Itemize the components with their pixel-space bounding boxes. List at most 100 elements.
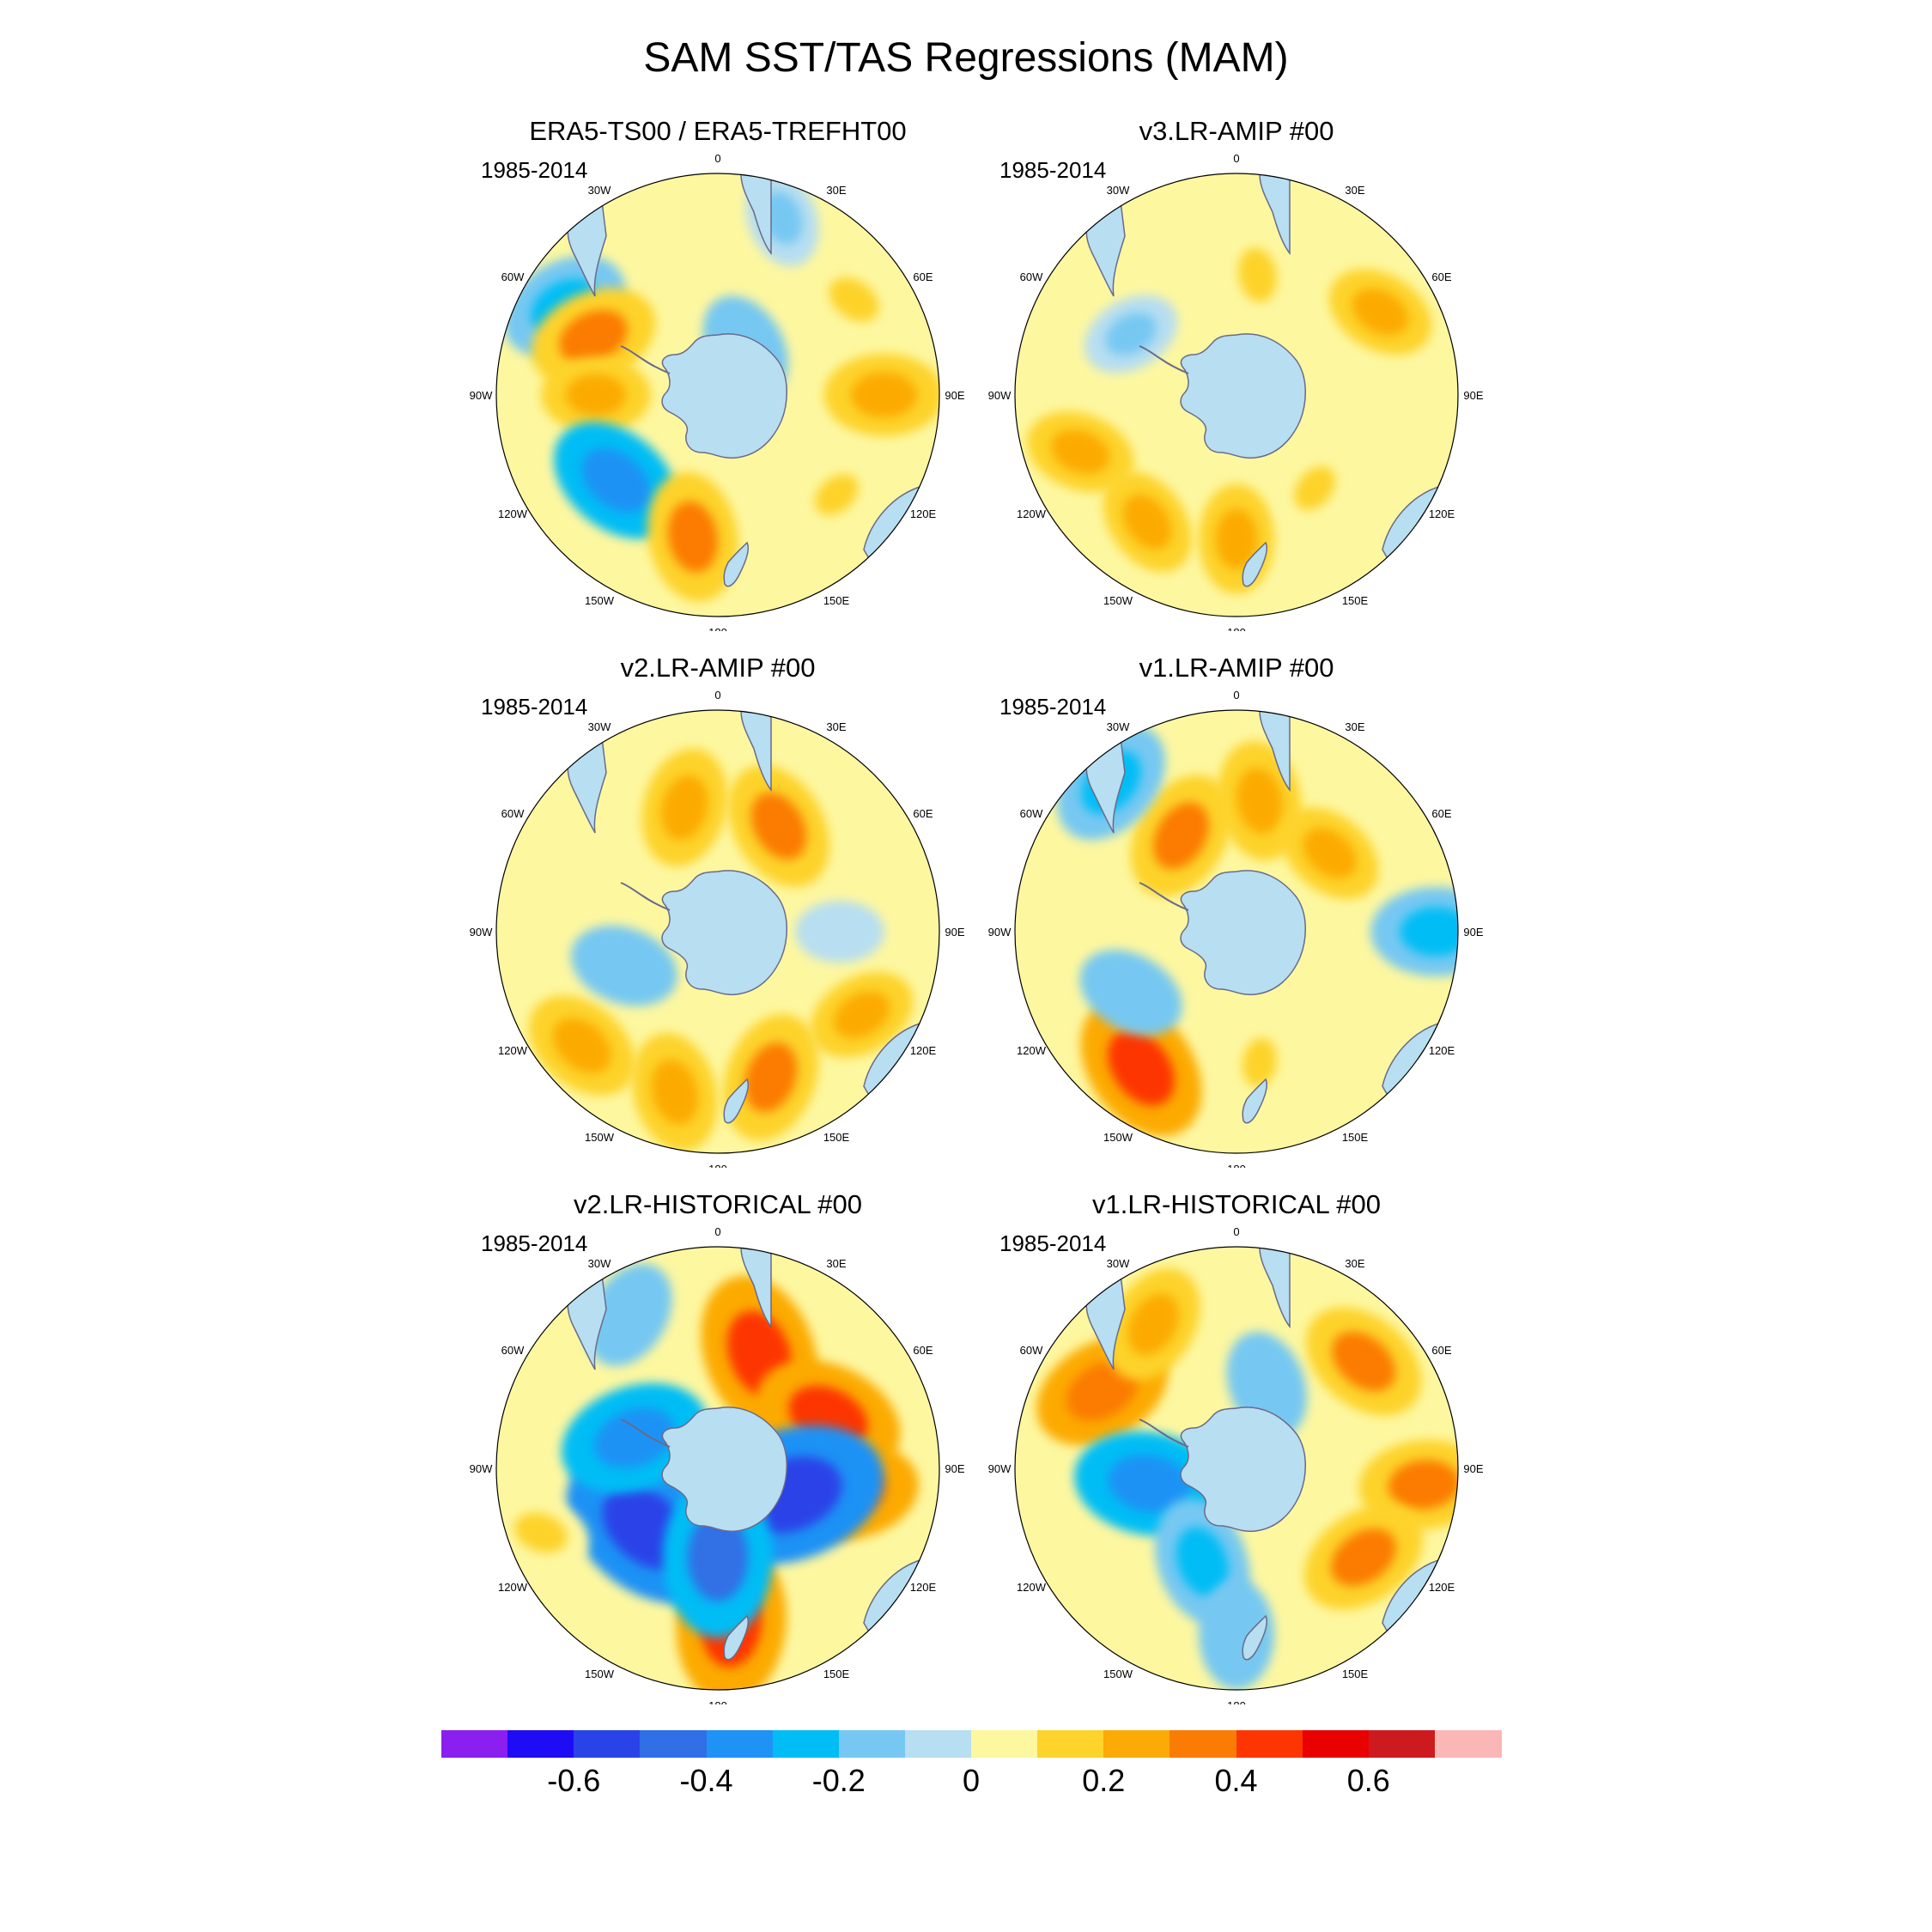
map-border <box>1014 1246 1459 1691</box>
longitude-label: 90E <box>945 1462 964 1475</box>
longitude-label: 90W <box>988 389 1012 402</box>
longitude-label: 30W <box>1107 1257 1130 1270</box>
longitude-label: 150E <box>1342 594 1369 607</box>
longitude-label: 60W <box>1020 270 1043 283</box>
peninsula-coastline <box>620 882 671 911</box>
new-zealand-coastline <box>723 1078 750 1124</box>
longitude-label: 60E <box>1431 1344 1451 1357</box>
anomaly-core <box>1108 1455 1191 1513</box>
longitude-label: 120E <box>910 507 937 520</box>
longitude-label: 90E <box>945 926 964 939</box>
colorbar-tick-label: -0.2 <box>811 1763 866 1798</box>
map-border <box>495 173 940 617</box>
longitude-label: 30E <box>1345 1257 1364 1270</box>
longitude-label: 30E <box>826 720 846 733</box>
anomaly-core <box>594 943 653 988</box>
longitude-label: 0 <box>714 1225 720 1238</box>
longitude-label: 30W <box>588 1257 611 1270</box>
anomaly-core <box>1153 802 1209 870</box>
longitude-label: 180 <box>708 1163 727 1168</box>
anomaly-core <box>829 277 879 322</box>
longitude-label: 180 <box>1227 1163 1246 1168</box>
anomaly-core <box>1400 907 1458 957</box>
longitude-label: 0 <box>714 689 720 702</box>
anomaly-core <box>667 501 718 573</box>
anomaly-core <box>565 374 627 416</box>
anomaly-core <box>1215 508 1258 569</box>
longitude-label: 90E <box>1463 389 1483 402</box>
longitude-label: 60E <box>1431 807 1451 820</box>
map-border <box>1014 709 1459 1154</box>
anomaly-core <box>687 1512 749 1601</box>
anomaly-core <box>1103 969 1159 1017</box>
longitude-label: 0 <box>1233 1225 1239 1238</box>
colorbar-segment <box>574 1730 641 1758</box>
longitude-label: 150E <box>823 1131 850 1144</box>
longitude-label: 150W <box>585 1131 615 1144</box>
polar-map: 0 30E 60E 90E 120E 150E 180 150W 120W 90W 60W 30W <box>470 689 965 1168</box>
anomaly-core <box>1303 828 1357 879</box>
anomaly-core <box>605 1286 653 1344</box>
colorbar-tick-label: -0.4 <box>679 1763 733 1798</box>
panel-years: 1985-2014 <box>481 157 588 183</box>
anomaly-core <box>1242 1038 1278 1087</box>
anomaly-core <box>750 793 807 860</box>
map-panel: v3.LR-AMIP #00 1985-2014 0 30E 60E 90E 120E 150… <box>920 116 1573 631</box>
longitude-label: 120E <box>1429 1044 1455 1057</box>
colorbar-segment <box>706 1730 774 1758</box>
polar-map: 0 30E 60E 90E 120E 150E 180 150W 120W 90W 60W 30W <box>470 1225 965 1704</box>
new-zealand-coastline <box>723 1614 750 1661</box>
colorbar-segment <box>507 1730 574 1758</box>
longitude-label: 180 <box>1227 626 1246 631</box>
panel-title: v3.LR-AMIP #00 <box>1139 116 1334 146</box>
colorbar <box>441 1730 1502 1758</box>
longitude-label: 150W <box>1103 594 1133 607</box>
longitude-label: 150E <box>1342 1668 1369 1680</box>
anomaly-core <box>1352 288 1409 336</box>
colorbar-segment <box>1434 1730 1502 1758</box>
longitude-label: 180 <box>1227 1699 1246 1704</box>
peninsula-coastline <box>1139 345 1189 374</box>
map-border <box>1014 173 1459 617</box>
longitude-label: 60W <box>1020 1344 1043 1357</box>
longitude-label: 150E <box>823 1668 850 1680</box>
colorbar-segment <box>1170 1730 1236 1758</box>
panel-years: 1985-2014 <box>999 1230 1107 1256</box>
panel-years: 1985-2014 <box>481 694 588 720</box>
anomaly-core <box>744 1042 798 1113</box>
main-title: SAM SST/TAS Regressions (MAM) <box>643 35 1289 81</box>
anomaly-core <box>851 372 917 418</box>
colorbar-tick-label: 0.2 <box>1082 1763 1126 1798</box>
antarctica-coastline <box>1180 1406 1306 1533</box>
anomaly-core <box>1244 1355 1290 1415</box>
anomaly-core <box>651 1060 699 1125</box>
longitude-label: 60E <box>913 807 933 820</box>
new-zealand-coastline <box>1242 541 1268 587</box>
anomaly-core <box>1294 466 1336 511</box>
panel-years: 1985-2014 <box>999 157 1107 183</box>
anomaly-core <box>594 1407 675 1468</box>
longitude-label: 60W <box>501 270 525 283</box>
map-border <box>495 1246 940 1691</box>
peninsula-coastline <box>1139 1419 1189 1448</box>
panel-years: 1985-2014 <box>481 1230 588 1256</box>
longitude-label: 60E <box>913 1344 933 1357</box>
peninsula-coastline <box>1139 882 1189 911</box>
colorbar-segment <box>971 1730 1038 1758</box>
map-panel: ERA5-TS00 / ERA5-TREFHT00 1985-2014 0 30E 60… <box>402 116 1054 631</box>
longitude-label: 30E <box>826 184 846 197</box>
anomaly-core <box>1238 247 1277 302</box>
longitude-label: 120E <box>910 1044 937 1057</box>
peninsula-coastline <box>620 345 671 374</box>
longitude-label: 0 <box>714 152 720 165</box>
antarctica-coastline <box>1180 870 1306 996</box>
colorbar-segment <box>1037 1730 1104 1758</box>
longitude-label: 30E <box>1345 720 1364 733</box>
longitude-label: 120W <box>498 1044 528 1057</box>
map-border <box>495 709 940 1154</box>
colorbar-segment <box>640 1730 707 1758</box>
longitude-label: 60E <box>913 270 933 283</box>
longitude-label: 90W <box>470 926 493 939</box>
colorbar-segment <box>441 1730 508 1758</box>
anomaly-core <box>815 914 865 949</box>
